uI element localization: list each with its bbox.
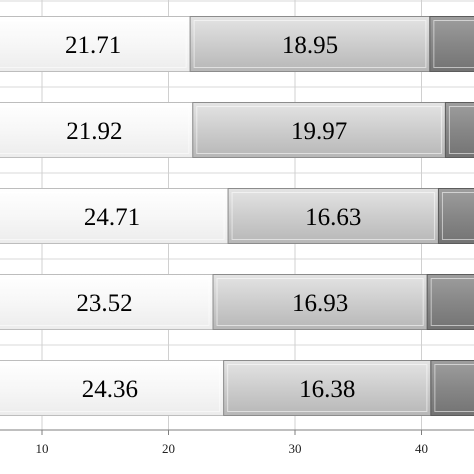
bar-segment-s2-row4 <box>212 274 428 330</box>
bar-segment-s2-row3 <box>227 188 439 244</box>
bar-segment-s2-row2 <box>192 102 446 158</box>
x-tick-label: 30 <box>289 441 302 456</box>
bar-bevel-s2-row1 <box>193 20 427 68</box>
bar-segment-s1-row3 <box>0 188 229 244</box>
bar-segment-s2-row1 <box>189 16 431 72</box>
bar-bevel-s3-row5 <box>434 364 474 412</box>
x-tick-label: 40 <box>415 441 428 456</box>
bar-segment-s1-row1 <box>0 16 191 72</box>
bar-bevel-s2-row2 <box>196 106 442 154</box>
data-label-s2-row5: 16.38 <box>299 376 355 403</box>
bar-bevel-s3-row4 <box>430 278 474 326</box>
bar-segment-s3-row4 <box>426 274 474 330</box>
x-tick-label: 20 <box>162 441 175 456</box>
bar-bevel-s1-row2 <box>0 106 190 154</box>
data-label-s2-row2: 19.97 <box>291 118 347 145</box>
data-label-s1-row4: 23.52 <box>76 290 132 317</box>
plot-area: 21.71 18.95 21.92 19.97 24.71 16.63 23.52 16.93… <box>0 0 474 456</box>
bar-bevel-s2-row5 <box>227 364 428 412</box>
x-tick-label: 10 <box>36 441 49 456</box>
bar-bevel-s3-row1 <box>433 20 474 68</box>
data-label-s2-row3: 16.63 <box>305 204 361 231</box>
bar-segment-s3-row5 <box>430 360 474 416</box>
bar-bevel-s1-row3 <box>0 192 225 240</box>
bar-bevel-s1-row4 <box>0 278 210 326</box>
bar-bevel-s3-row2 <box>448 106 474 154</box>
data-label-s1-row2: 21.92 <box>66 118 122 145</box>
data-label-s1-row5: 24.36 <box>82 376 138 403</box>
bar-bevel-s2-row3 <box>231 192 435 240</box>
data-label-s1-row3: 24.71 <box>84 204 140 231</box>
bar-segment-s1-row5 <box>0 360 225 416</box>
data-label-s1-row1: 21.71 <box>65 32 121 59</box>
bar-bevel-s2-row4 <box>216 278 424 326</box>
bar-segment-s3-row2 <box>444 102 474 158</box>
bar-segment-s3-row1 <box>429 16 474 72</box>
bar-bevel-s1-row1 <box>0 20 187 68</box>
data-label-s2-row1: 18.95 <box>282 32 338 59</box>
bar-bevel-s1-row5 <box>0 364 221 412</box>
bar-segment-s2-row5 <box>223 360 432 416</box>
bar-segment-s3-row3 <box>437 188 474 244</box>
bar-bevel-s3-row3 <box>441 192 474 240</box>
data-label-s2-row4: 16.93 <box>292 290 348 317</box>
